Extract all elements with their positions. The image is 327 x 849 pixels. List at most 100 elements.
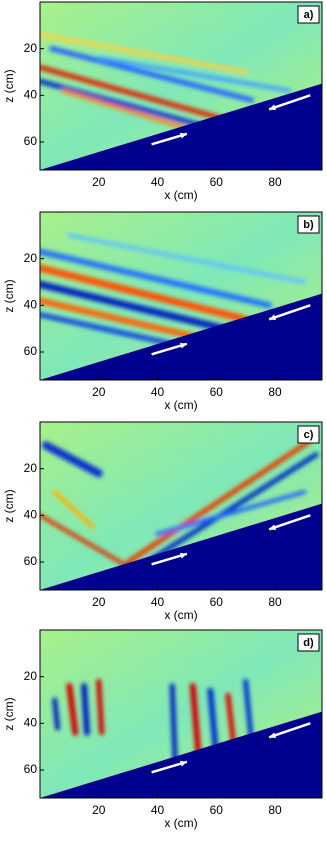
wave [40,280,238,335]
field-pattern [40,32,292,135]
wave [40,32,248,74]
field-pattern [40,233,307,350]
y-tick-label: 20 [24,669,38,683]
wave [225,692,237,750]
axes-frame [39,211,323,381]
wave [96,56,292,93]
y-tick-label: 60 [24,134,38,148]
panel-label: b) [303,219,314,231]
panel: 20 40 60 80 20 40 60 x (cm) z (cm) b) [2,211,323,412]
x-tick-label: 40 [151,175,165,189]
y-tick-label: 40 [24,716,38,730]
field-pattern [40,438,319,570]
y-tick-label: 60 [24,344,38,358]
y-axis-label: z (cm) [2,697,16,730]
y-tick-label: 20 [24,461,38,475]
wave [96,678,105,736]
x-tick-label: 20 [92,385,106,399]
y-tick-label: 20 [24,41,38,55]
x-tick-label: 40 [151,385,165,399]
x-axis-label: x (cm) [164,188,197,202]
wave [169,683,178,764]
wave [40,297,214,344]
arrow [268,304,311,321]
arrow [268,722,311,739]
arrow-head [269,104,277,111]
wave [52,490,95,529]
wave [243,678,254,745]
beach-slope [40,83,322,170]
x-tick-label: 80 [268,803,282,817]
beach-slope [40,293,322,380]
x-tick-label: 60 [210,803,224,817]
wave [49,46,254,103]
arrow [268,514,311,531]
wave [40,248,273,309]
wave [81,683,90,736]
y-tick-label: 20 [24,251,38,265]
panel-label-box [297,5,320,24]
x-tick-label: 80 [268,595,282,609]
x-tick-label: 20 [92,803,106,817]
x-axis-label: x (cm) [164,398,197,412]
x-tick-label: 20 [92,175,106,189]
wave [40,78,213,131]
panel: 20 40 60 80 20 40 60 x (cm) z (cm) d) [2,629,323,830]
wave [40,513,131,569]
y-tick-label: 60 [24,554,38,568]
y-axis-label: z (cm) [2,279,16,312]
field-image [40,2,322,170]
panel-label: d) [303,637,314,649]
x-tick-label: 60 [210,595,224,609]
wave [40,264,250,323]
arrow-head [179,342,187,349]
panel-label: a) [304,9,314,21]
arrow-head [269,732,277,739]
x-tick-label: 60 [210,175,224,189]
panel: 20 40 60 80 20 40 60 x (cm) z (cm) a) [2,1,323,202]
wave [41,441,103,478]
x-tick-label: 20 [92,595,106,609]
x-tick-label: 40 [151,595,165,609]
wave [137,452,319,570]
wave [66,683,79,736]
panel-label-box [297,633,320,652]
wave [61,88,204,135]
y-tick-label: 40 [24,88,38,102]
beach-slope [40,711,322,798]
y-tick-label: 40 [24,508,38,522]
panel: 20 40 60 80 20 40 60 x (cm) z (cm) c) [2,421,323,622]
wave [155,490,307,536]
arrow-head [179,760,187,767]
field-image [40,630,322,798]
wave [40,312,190,350]
panel-label-box [297,425,320,444]
x-tick-label: 60 [210,385,224,399]
wave [189,683,202,759]
arrow-head [179,132,187,139]
x-tick-label: 40 [151,803,165,817]
arrow-head [179,552,187,559]
arrow-head [269,314,277,321]
x-tick-label: 80 [268,175,282,189]
field-image [40,212,322,380]
wave [125,438,313,565]
axes-frame [39,421,323,591]
wave [67,233,307,284]
panel-label: c) [304,429,314,441]
y-tick-label: 60 [24,762,38,776]
field-pattern [52,678,254,764]
axes-frame [39,629,323,799]
panel-label-box [297,215,320,234]
arrow [268,94,311,111]
wave [40,64,225,122]
y-axis-label: z (cm) [2,489,16,522]
arrow-head [269,524,277,531]
axes-frame [39,1,323,171]
x-axis-label: x (cm) [164,608,197,622]
wave [52,697,61,731]
field-image [40,422,322,590]
y-axis-label: z (cm) [2,69,16,102]
x-tick-label: 80 [268,385,282,399]
